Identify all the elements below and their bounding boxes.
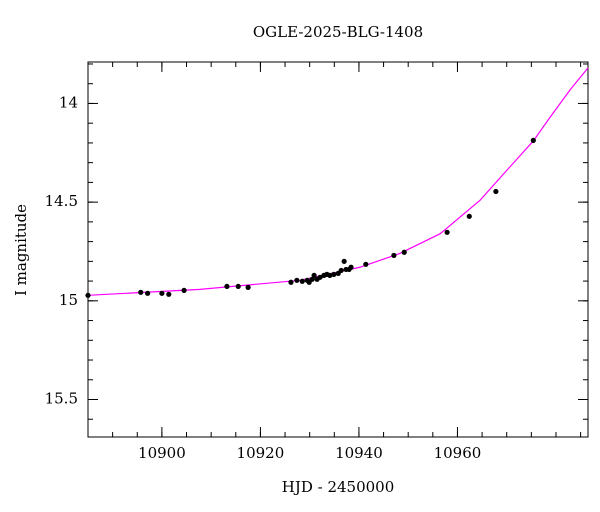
plot-frame <box>87 61 589 438</box>
data-point <box>311 272 317 278</box>
y-tick-label: 14 <box>59 93 78 111</box>
data-point <box>327 272 333 278</box>
y-tick-label: 15.5 <box>45 390 78 408</box>
y-axis-label: I magnitude <box>12 204 30 296</box>
data-point <box>288 279 294 285</box>
data-point <box>317 274 323 280</box>
y-tick-label: 14.5 <box>45 192 78 210</box>
data-point <box>85 292 91 298</box>
data-point <box>181 287 187 293</box>
data-point <box>299 278 305 284</box>
data-point <box>331 271 337 277</box>
x-tick-label: 10960 <box>434 444 482 462</box>
data-point <box>530 137 536 143</box>
data-point <box>348 264 354 270</box>
y-tick-label: 15 <box>59 291 78 309</box>
x-tick-label: 10900 <box>138 444 186 462</box>
data-point <box>224 283 230 290</box>
data-point <box>166 291 172 297</box>
data-point <box>493 188 499 195</box>
data-point <box>138 289 144 295</box>
x-tick-label: 10940 <box>335 444 383 462</box>
data-point <box>338 267 344 274</box>
data-point <box>245 284 251 290</box>
data-point <box>309 276 315 282</box>
model-curve <box>87 67 589 296</box>
data-point <box>235 283 241 290</box>
data-point <box>294 277 300 283</box>
data-point <box>466 213 472 219</box>
x-tick-label: 10920 <box>237 444 285 462</box>
data-point <box>391 252 397 259</box>
data-point <box>341 258 347 264</box>
data-point <box>145 290 151 296</box>
data-point <box>159 290 165 296</box>
data-point <box>401 249 407 255</box>
x-axis-label: HJD - 2450000 <box>282 478 395 496</box>
data-point <box>444 229 450 235</box>
data-point <box>363 261 369 267</box>
chart-title: OGLE-2025-BLG-1408 <box>253 23 423 41</box>
